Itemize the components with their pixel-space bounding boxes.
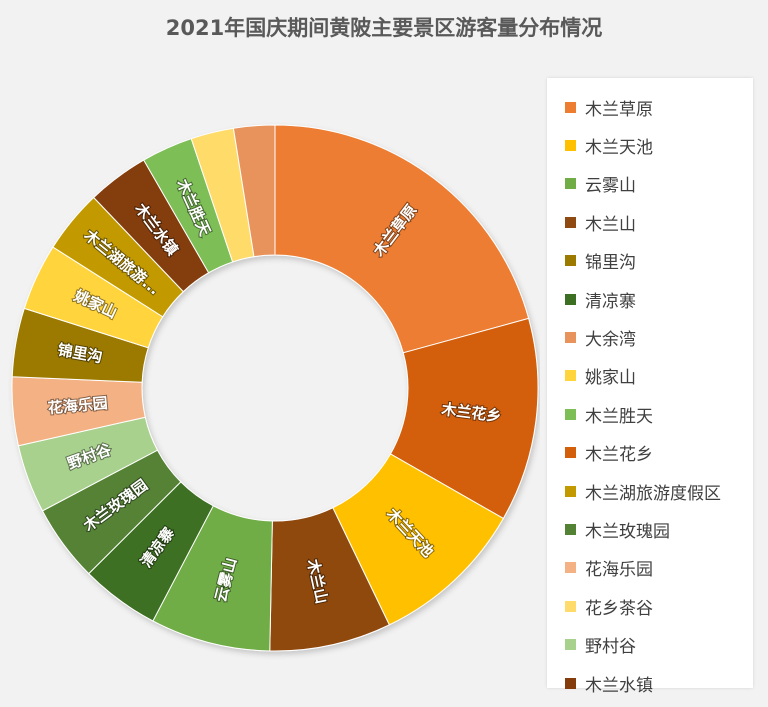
legend-swatch	[565, 408, 576, 420]
chart-legend: 木兰草原木兰天池云雾山木兰山锦里沟清凉寨大余湾姚家山木兰胜天木兰花乡木兰湖旅游度…	[547, 78, 753, 696]
legend-item: 锦里沟	[565, 242, 753, 280]
legend-item: 清凉寨	[565, 280, 753, 318]
legend-label: 木兰山	[585, 214, 636, 235]
legend-label: 花乡茶谷	[585, 598, 653, 619]
legend-item: 木兰花乡	[565, 434, 753, 472]
legend-label: 野村谷	[585, 637, 636, 658]
legend-swatch	[565, 677, 576, 689]
legend-label: 木兰玫瑰园	[585, 521, 670, 542]
legend-item: 野村谷	[565, 625, 753, 663]
legend-swatch	[565, 140, 576, 152]
legend-swatch	[565, 370, 576, 382]
legend-item: 大余湾	[565, 318, 753, 356]
legend-item: 木兰草原	[565, 88, 753, 126]
legend-label: 大余湾	[585, 330, 636, 351]
chart-title: 2021年国庆期间黄陂主要景区游客量分布情况	[165, 16, 603, 40]
legend-swatch	[565, 101, 576, 113]
legend-label: 木兰花乡	[585, 445, 653, 466]
legend-swatch	[565, 562, 576, 574]
donut-chart: 木兰草原木兰花乡木兰天池木兰山云雾山清凉寨木兰玫瑰园野村谷花海乐园锦里沟姚家山木…	[11, 124, 539, 652]
slice-木兰花乡	[389, 317, 539, 520]
legend-swatch	[565, 447, 576, 459]
legend-label: 花海乐园	[585, 560, 653, 581]
legend-item: 木兰湖旅游度假区	[565, 472, 753, 510]
legend-item: 云雾山	[565, 165, 753, 203]
legend-swatch	[565, 293, 576, 305]
legend-item: 姚家山	[565, 357, 753, 395]
slice-木兰草原	[274, 124, 530, 354]
legend-swatch	[565, 639, 576, 651]
legend-label: 木兰水镇	[585, 675, 653, 696]
legend-label: 姚家山	[585, 368, 636, 389]
legend-swatch	[565, 178, 576, 190]
legend-swatch	[565, 485, 576, 497]
legend-item: 木兰胜天	[565, 395, 753, 433]
legend-label: 清凉寨	[585, 291, 636, 312]
legend-label: 木兰草原	[585, 99, 653, 120]
legend-item: 木兰天池	[565, 126, 753, 164]
legend-item: 木兰山	[565, 203, 753, 241]
legend-item: 花海乐园	[565, 549, 753, 587]
legend-label: 木兰天池	[585, 138, 653, 159]
legend-swatch	[565, 332, 576, 344]
legend-item: 花乡茶谷	[565, 587, 753, 625]
legend-label: 锦里沟	[585, 253, 636, 274]
legend-swatch	[565, 255, 576, 267]
slice-大余湾	[232, 124, 276, 258]
legend-swatch	[565, 216, 576, 228]
legend-label: 木兰湖旅游度假区	[585, 483, 721, 504]
legend-swatch	[565, 523, 576, 535]
legend-swatch	[565, 600, 576, 612]
legend-label: 木兰胜天	[585, 406, 653, 427]
legend-item: 木兰玫瑰园	[565, 510, 753, 548]
legend-item: 木兰水镇	[565, 664, 753, 702]
legend-label: 云雾山	[585, 176, 636, 197]
